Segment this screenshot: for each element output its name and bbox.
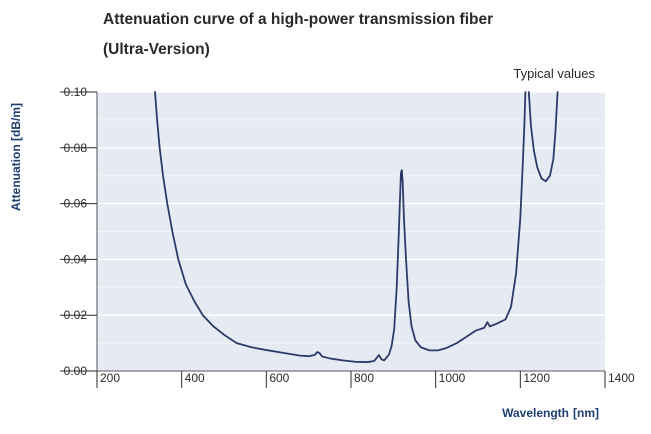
x-tick-label: 1400	[608, 371, 635, 385]
chart-title: Attenuation curve of a high-power transm…	[103, 11, 493, 28]
y-tick-label: 0.04	[64, 252, 88, 266]
x-tick-label: 1200	[523, 371, 550, 385]
y-tick-label: 0.10	[64, 85, 88, 99]
y-tick-label: 0.02	[64, 308, 88, 322]
series-layer	[154, 91, 559, 363]
y-tick-label: 0.06	[64, 197, 88, 211]
chart-subtitle: (Ultra-Version)	[103, 41, 210, 58]
x-tick-label: 1000	[439, 371, 466, 385]
x-tick-label: 400	[185, 371, 205, 385]
series-line-1	[154, 91, 527, 363]
x-tick-label: 600	[269, 371, 289, 385]
y-tick-label: 0.00	[64, 364, 88, 378]
x-tick-label: 200	[100, 371, 120, 385]
y-axis-label: Attenuation [dB/m]	[9, 103, 23, 211]
x-tick-label: 800	[354, 371, 374, 385]
grid	[97, 91, 605, 344]
x-axis-label: Wavelength [nm]	[502, 406, 599, 420]
axes: 200 400 600 800 1000 1200 1400 0.00 0.02 0.04 0.06…	[60, 85, 635, 388]
y-tick-label: 0.08	[64, 141, 88, 155]
x-axis-label-unit: [nm]	[573, 406, 599, 420]
series-line-2	[527, 91, 559, 183]
chart-annotation: Typical values	[513, 66, 595, 81]
x-axis-label-main: Wavelength	[502, 406, 569, 420]
